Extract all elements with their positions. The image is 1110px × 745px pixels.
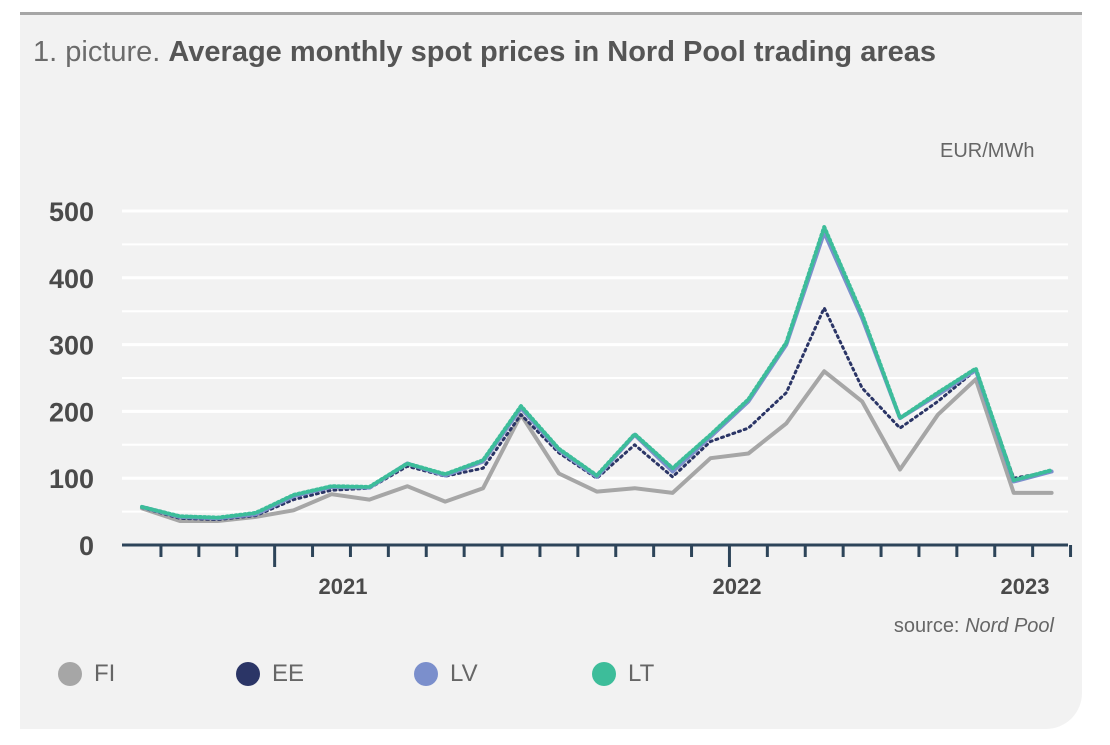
series-line-lt <box>140 225 1054 520</box>
x-year-label: 2021 <box>319 574 368 599</box>
unit-label: EUR/MWh <box>940 140 1035 162</box>
figure-title: Average monthly spot prices in Nord Pool… <box>168 36 936 68</box>
legend-label-ee: EE <box>272 660 305 687</box>
y-tick-label: 0 <box>79 531 94 561</box>
legend-swatch-ee <box>236 662 260 686</box>
gridlines <box>122 209 1068 513</box>
y-tick-label: 300 <box>49 331 94 361</box>
source-name: Nord Pool <box>965 615 1054 637</box>
legend-item-lt: LT <box>592 660 654 688</box>
y-tick-label: 500 <box>49 197 94 227</box>
source-prefix: source: <box>893 615 960 637</box>
x-year-label: 2022 <box>713 574 762 599</box>
legend-label-lv: LV <box>450 660 478 687</box>
legend-item-fi: FI <box>58 660 115 688</box>
y-tick-label: 400 <box>49 264 94 294</box>
series-lines <box>140 225 1054 523</box>
legend-item-ee: EE <box>236 660 304 688</box>
legend-label-lt: LT <box>628 660 655 687</box>
series-line-ee <box>140 306 1054 522</box>
legend-swatch-lv <box>414 662 438 686</box>
legend-item-lv: LV <box>414 660 478 688</box>
series-line-fi <box>140 369 1054 523</box>
legend-swatch-lt <box>592 662 616 686</box>
y-tick-label: 200 <box>49 397 94 427</box>
y-axis-ticks: 0 100 200 300 400 500 <box>49 197 94 561</box>
legend-label-fi: FI <box>94 660 116 687</box>
x-year-label: 2023 <box>1001 574 1050 599</box>
x-axis: 2021 2022 2023 <box>122 543 1073 599</box>
figure-prefix: 1. picture. <box>33 36 161 68</box>
source-note: source: Nord Pool <box>894 615 1054 638</box>
chart-title: 1. picture. Average monthly spot prices … <box>33 36 936 69</box>
legend-swatch-fi <box>58 662 82 686</box>
y-tick-label: 100 <box>49 464 94 494</box>
chart-card <box>20 12 1082 729</box>
